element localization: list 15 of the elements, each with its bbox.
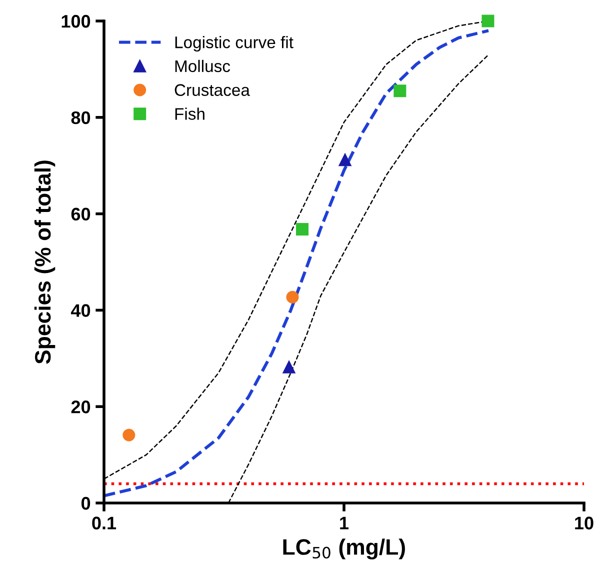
- y-tick-label: 80: [71, 111, 90, 124]
- legend-label: Mollusc: [175, 60, 230, 72]
- y-tick-label: 40: [71, 304, 90, 317]
- x-axis-title: LC$_{50}$ (mg/L): [283, 538, 405, 560]
- y-tick-label: 20: [71, 400, 90, 414]
- y-axis-title: Species (% of total): [34, 160, 56, 364]
- y-tick-label: 60: [71, 208, 90, 221]
- legend-label: Fish: [175, 108, 204, 120]
- y-tick-label: 0: [81, 496, 90, 510]
- y-tick-label: 100: [62, 14, 90, 28]
- x-tick-label: 0.1: [92, 516, 116, 530]
- x-tick-label: 1: [340, 516, 349, 530]
- legend-label: Crustacea: [174, 84, 250, 96]
- x-tick-label: 10: [575, 516, 594, 530]
- legend-label: Logistic curve fit: [175, 36, 294, 52]
